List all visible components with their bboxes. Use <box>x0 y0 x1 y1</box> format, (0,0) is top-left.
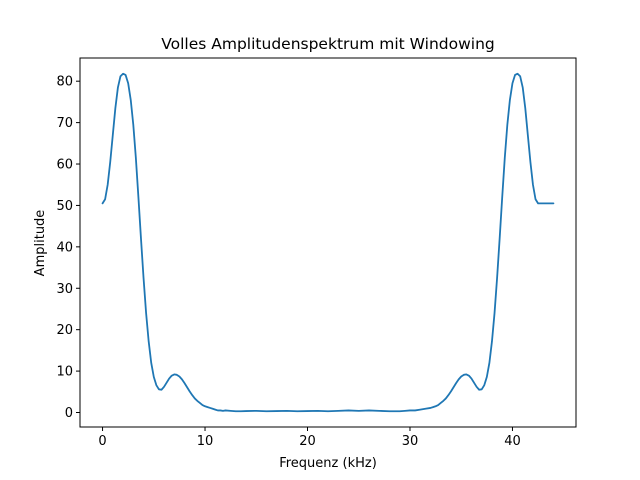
x-tick-label: 10 <box>197 434 214 449</box>
x-tick-label: 30 <box>402 434 419 449</box>
y-axis-ticks: 0 10 20 30 40 50 60 70 80 <box>56 75 80 421</box>
plot-frame <box>79 57 577 428</box>
x-tick-label: 40 <box>504 434 521 449</box>
x-axis-ticks: 0 10 20 30 40 <box>98 427 521 449</box>
y-tick-label: 40 <box>56 240 73 255</box>
y-tick-label: 30 <box>56 282 73 297</box>
y-axis-title: Amplitude <box>33 210 48 277</box>
y-tick-label: 50 <box>56 199 73 214</box>
series-line-1 <box>101 72 555 413</box>
y-tick-label: 0 <box>65 406 73 421</box>
y-tick-label: 70 <box>56 116 73 131</box>
chart-title: Volles Amplitudenspektrum mit Windowing <box>161 35 495 53</box>
x-axis-title: Frequenz (kHz) <box>279 456 377 471</box>
plot-area <box>79 57 577 428</box>
y-tick-label: 20 <box>56 323 73 338</box>
y-tick-label: 60 <box>56 158 73 173</box>
x-tick-label: 0 <box>98 434 106 449</box>
y-tick-label: 80 <box>56 75 73 90</box>
y-tick-label: 10 <box>56 365 73 380</box>
x-tick-label: 20 <box>299 434 316 449</box>
